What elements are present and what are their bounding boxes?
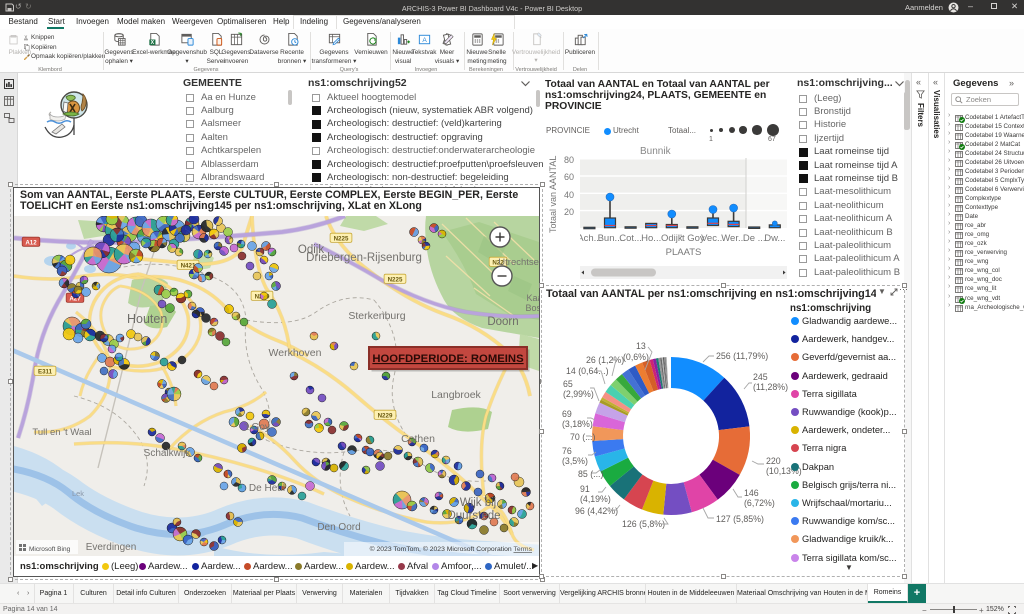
svg-text:Cot...: Cot... <box>619 233 642 244</box>
svg-text:Kaap: Kaap <box>526 293 539 303</box>
svg-text:A12: A12 <box>25 239 37 246</box>
svg-text:Schalkwijk: Schalkwijk <box>144 448 192 459</box>
svg-text:Tull en 't Waal: Tull en 't Waal <box>32 427 91 438</box>
svg-text:N421: N421 <box>181 262 196 269</box>
svg-text:Dw...: Dw... <box>764 233 785 244</box>
svg-text:Odijk: Odijk <box>298 244 324 256</box>
svg-text:N229: N229 <box>378 412 393 419</box>
svg-text:HOOFDPERIODE: ROMEINS: HOOFDPERIODE: ROMEINS <box>372 353 524 365</box>
svg-text:Utrechtse He: Utrechtse He <box>498 257 539 268</box>
svg-text:Cothen: Cothen <box>401 433 435 445</box>
svg-text:Duurstede: Duurstede <box>447 510 500 522</box>
svg-text:Den Oord: Den Oord <box>317 522 360 533</box>
svg-text:'t Goy: 't Goy <box>244 422 270 433</box>
svg-text:Wer...: Wer... <box>721 233 746 244</box>
svg-text:N225: N225 <box>334 235 349 242</box>
svg-text:Vec...: Vec... <box>701 233 725 244</box>
svg-text:N22: N22 <box>492 259 504 266</box>
svg-text:X: X <box>150 40 154 46</box>
svg-text:De ...: De ... <box>743 233 766 244</box>
svg-text:Langbroek: Langbroek <box>431 389 481 401</box>
svg-text:Lek: Lek <box>72 489 84 498</box>
svg-text:Everdingen: Everdingen <box>86 542 137 553</box>
svg-text:Bun...: Bun... <box>598 233 623 244</box>
svg-text:Wijk bij: Wijk bij <box>460 497 496 509</box>
svg-text:© 2023 TomTom, © 2023 Microsof: © 2023 TomTom, © 2023 Microsoft Corporat… <box>370 545 533 553</box>
svg-text:A: A <box>422 37 427 44</box>
svg-text:N225: N225 <box>388 276 403 283</box>
svg-text:Bosse: Bosse <box>525 303 539 313</box>
svg-text:A27: A27 <box>69 295 81 302</box>
svg-text:PLAATS: PLAATS <box>666 247 702 258</box>
svg-text:E311: E311 <box>38 368 53 375</box>
svg-text:Ho...: Ho... <box>641 233 661 244</box>
svg-text:Werkhoven: Werkhoven <box>269 347 322 359</box>
svg-text:'t Goy: 't Goy <box>680 233 705 244</box>
svg-text:Sterkenburg: Sterkenburg <box>348 310 405 322</box>
svg-text:De Heul: De Heul <box>249 483 285 494</box>
svg-text:Microsoft Bing: Microsoft Bing <box>29 546 71 553</box>
svg-text:Doorn: Doorn <box>487 316 518 328</box>
svg-text:Ach...: Ach... <box>580 233 602 244</box>
svg-text:Houten: Houten <box>127 312 167 326</box>
svg-text:Driebergen-Rijsenburg: Driebergen-Rijsenburg <box>306 252 422 264</box>
svg-text:Odijk: Odijk <box>661 233 683 244</box>
